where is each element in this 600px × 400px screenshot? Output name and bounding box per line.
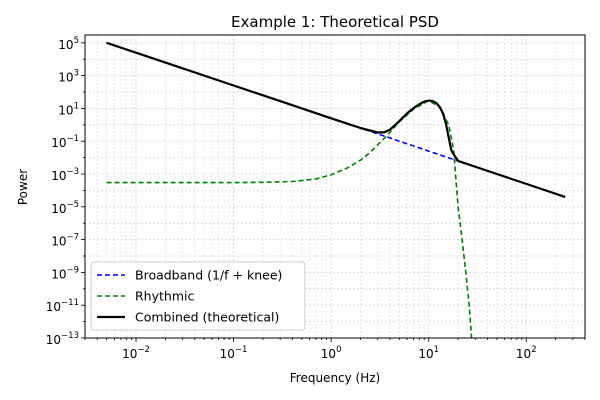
y-tick-label: 10−9 xyxy=(51,265,79,281)
y-tick-label: 103 xyxy=(58,69,79,85)
series-layer xyxy=(106,41,566,338)
legend-box xyxy=(90,261,306,331)
legend-label-3: Combined (theoretical) xyxy=(135,310,279,325)
y-axis-label: Power xyxy=(16,169,30,205)
axis-ticks: 10−2 10−1 100 101 102 10−13 10−11 10−9 10−7 10−5 1… xyxy=(46,36,586,361)
series-line-3 xyxy=(106,41,566,198)
y-tick-label: 105 xyxy=(58,36,79,52)
y-tick-label: 10−3 xyxy=(51,167,79,183)
y-tick-label: 10−7 xyxy=(51,233,79,249)
x-tick-label: 10−2 xyxy=(122,345,150,361)
y-tick-label: 10−1 xyxy=(51,134,79,150)
legend-label-2: Rhythmic xyxy=(135,289,194,304)
y-tick-label: 10−5 xyxy=(51,200,79,216)
legend-label-1: Broadband (1/f + knee) xyxy=(135,268,282,283)
series-line-2 xyxy=(106,99,473,338)
y-tick-label: 10−13 xyxy=(46,331,79,347)
x-tick-label: 100 xyxy=(321,345,342,361)
y-tick-label: 101 xyxy=(58,101,79,117)
x-tick-label: 10−1 xyxy=(220,345,248,361)
y-tick-label: 10−11 xyxy=(46,298,79,314)
legend: Broadband (1/f + knee) Rhythmic Combined (… xyxy=(90,261,306,331)
x-tick-label: 102 xyxy=(516,345,537,361)
plot-frame xyxy=(84,34,586,339)
chart-title: Example 1: Theoretical PSD xyxy=(231,13,439,31)
x-axis-label: Frequency (Hz) xyxy=(290,371,381,385)
x-tick-label: 101 xyxy=(418,345,439,361)
